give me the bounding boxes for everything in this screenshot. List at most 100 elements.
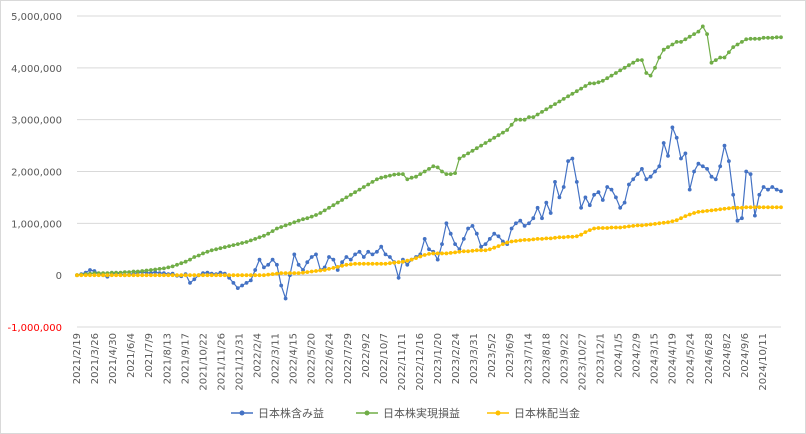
data-point xyxy=(461,237,466,241)
data-point xyxy=(718,207,723,212)
data-point xyxy=(248,238,253,243)
data-point xyxy=(761,205,766,210)
data-point xyxy=(483,248,488,253)
data-point xyxy=(131,269,136,274)
data-point xyxy=(470,224,475,228)
data-point xyxy=(327,255,331,259)
data-point xyxy=(331,257,336,262)
data-point xyxy=(496,244,501,249)
x-tick-label: 2024/9/6 xyxy=(740,333,751,378)
data-point xyxy=(487,247,492,252)
data-point xyxy=(305,216,310,221)
data-point xyxy=(296,271,301,275)
data-point xyxy=(183,273,188,278)
data-point xyxy=(235,286,240,290)
data-point xyxy=(557,235,562,240)
data-point xyxy=(427,167,431,171)
data-point xyxy=(722,55,727,60)
data-point xyxy=(731,192,736,197)
data-point xyxy=(244,281,249,285)
x-tick-label: 2024/1/5 xyxy=(614,333,625,378)
data-point xyxy=(427,247,431,252)
data-point xyxy=(357,261,362,266)
data-point xyxy=(622,200,627,205)
data-point xyxy=(401,259,405,264)
data-point xyxy=(348,262,353,267)
data-point xyxy=(322,208,327,213)
data-point xyxy=(566,94,570,99)
x-tick-label: 2024/5/24 xyxy=(686,333,697,384)
y-tick-label: -1,000,000 xyxy=(7,323,62,334)
data-point xyxy=(679,156,683,161)
data-point xyxy=(196,253,201,258)
data-point xyxy=(761,185,766,189)
data-point xyxy=(709,208,714,213)
data-point xyxy=(766,187,770,192)
data-point xyxy=(544,200,549,205)
data-point xyxy=(753,213,757,218)
data-point xyxy=(692,32,696,36)
data-point xyxy=(605,226,610,230)
data-point xyxy=(731,205,736,210)
data-point xyxy=(666,220,670,225)
data-point xyxy=(322,265,327,270)
data-point xyxy=(309,269,314,274)
data-point xyxy=(692,211,696,215)
data-point xyxy=(505,240,510,245)
y-tick-label: 1,000,000 xyxy=(11,219,62,230)
x-tick-label: 2022/6/24 xyxy=(325,333,336,384)
data-point xyxy=(600,78,605,83)
data-point xyxy=(366,261,371,266)
data-point xyxy=(418,172,423,177)
data-point xyxy=(766,205,770,210)
data-point xyxy=(557,195,562,200)
data-point xyxy=(587,203,592,208)
data-point xyxy=(366,249,371,254)
data-point xyxy=(231,243,236,248)
x-tick-label: 2023/7/14 xyxy=(523,333,534,384)
data-point xyxy=(627,182,631,187)
legend-marker xyxy=(239,410,245,416)
data-point xyxy=(496,234,501,239)
data-point xyxy=(770,35,775,40)
data-point xyxy=(314,252,318,257)
data-point xyxy=(175,262,179,267)
data-point xyxy=(75,273,79,278)
data-point xyxy=(153,267,158,272)
x-tick-label: 2022/4/15 xyxy=(289,333,300,384)
data-point xyxy=(522,117,527,122)
x-tick-label: 2023/10/27 xyxy=(577,333,588,391)
data-point xyxy=(192,255,197,259)
data-point xyxy=(279,283,284,288)
y-tick-label: 2,000,000 xyxy=(11,168,62,179)
data-point xyxy=(162,266,166,271)
data-point xyxy=(344,262,349,267)
data-point xyxy=(422,237,427,241)
data-point xyxy=(335,200,340,205)
data-point xyxy=(170,264,175,269)
data-point xyxy=(635,223,640,228)
data-point xyxy=(309,255,314,259)
data-point xyxy=(135,273,140,278)
data-point xyxy=(531,216,536,221)
data-point xyxy=(122,273,127,278)
data-point xyxy=(770,185,775,189)
data-point xyxy=(270,257,275,262)
data-point xyxy=(696,161,701,166)
x-tick-label: 2021/6/4 xyxy=(126,333,137,378)
data-point xyxy=(453,250,457,255)
data-point xyxy=(557,99,562,104)
data-point xyxy=(574,89,579,94)
data-point xyxy=(353,261,357,266)
data-point xyxy=(192,273,197,278)
data-point xyxy=(487,237,492,241)
data-point xyxy=(713,208,718,212)
data-point xyxy=(257,235,262,240)
data-point xyxy=(375,261,379,266)
data-point xyxy=(266,231,271,236)
data-point xyxy=(257,257,262,262)
data-point xyxy=(544,107,549,112)
x-tick-label: 2023/9/22 xyxy=(559,333,570,384)
data-point xyxy=(344,255,349,259)
data-point xyxy=(396,260,401,265)
